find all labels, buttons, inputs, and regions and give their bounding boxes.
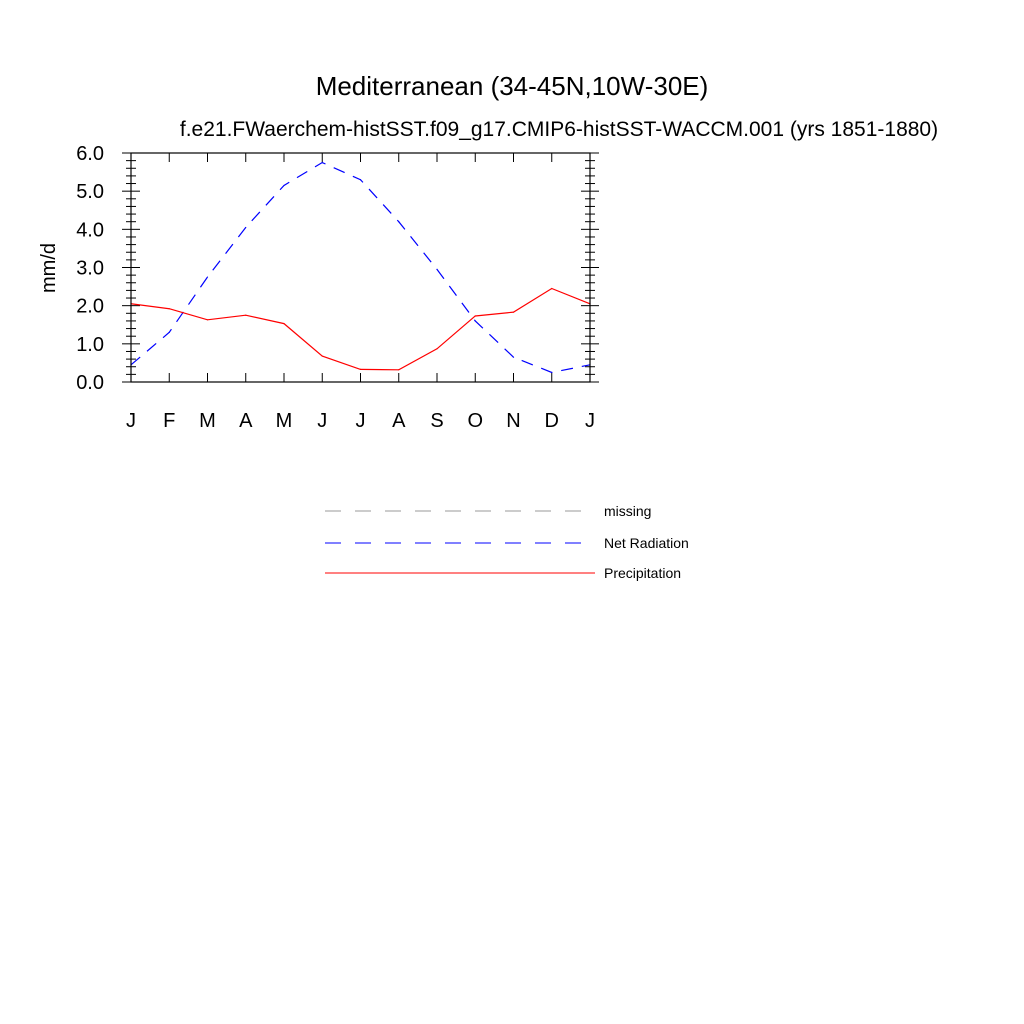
data-point: [551, 371, 553, 374]
y-axis-label: mm/d: [38, 243, 60, 293]
x-tick-label: A: [239, 410, 253, 432]
data-point: [168, 331, 170, 333]
series-line-precipitation: [130, 287, 591, 371]
x-tick-label: N: [506, 410, 520, 432]
y-tick-label: 3.0: [76, 258, 104, 280]
data-point: [359, 368, 362, 371]
legend-label: Net Radiation: [604, 535, 689, 551]
data-point: [398, 369, 400, 371]
x-tick-label: O: [467, 410, 483, 432]
x-tick-label: J: [317, 410, 327, 432]
x-tick-label: M: [199, 410, 216, 432]
y-tick-label: 5.0: [76, 181, 104, 203]
data-point: [398, 221, 400, 223]
plot-frame: [130, 152, 591, 383]
y-tick-label: 6.0: [76, 143, 104, 165]
x-tick-label: M: [276, 410, 293, 432]
data-point: [283, 184, 285, 187]
data-point: [168, 308, 170, 310]
data-point: [206, 276, 209, 278]
legend-label: Precipitation: [604, 565, 681, 581]
series-line-net-radiation: [130, 161, 591, 374]
x-tick-label: J: [126, 410, 136, 432]
data-point: [551, 287, 553, 290]
chart-title: Mediterranean (34-45N,10W-30E): [316, 71, 709, 101]
data-point: [321, 355, 323, 357]
legend-label: missing: [604, 503, 651, 519]
y-tick-label: 1.0: [76, 334, 104, 356]
data-point: [359, 179, 362, 181]
chart-subtitle: f.e21.FWaerchem-histSST.f09_g17.CMIP6-hi…: [180, 118, 938, 141]
data-point: [512, 311, 515, 313]
x-tick-label: A: [392, 410, 406, 432]
y-tick-label: 0.0: [76, 372, 104, 394]
data-point: [436, 268, 438, 271]
axis-ticks: [122, 152, 599, 383]
data-point: [321, 161, 323, 164]
data-point: [474, 315, 476, 317]
data-point: [245, 314, 247, 316]
data-point: [512, 356, 515, 358]
data-point: [436, 348, 438, 350]
data-point: [245, 226, 247, 229]
x-tick-label: D: [545, 410, 559, 432]
y-tick-label: 4.0: [76, 219, 104, 241]
y-tick-label: 2.0: [76, 296, 104, 318]
x-tick-label: J: [585, 410, 595, 432]
x-tick-label: F: [163, 410, 175, 432]
data-point: [206, 319, 209, 321]
x-tick-label: J: [356, 410, 366, 432]
data-point: [283, 323, 285, 325]
x-tick-label: S: [430, 410, 443, 432]
data-point: [474, 320, 476, 322]
y-tick-labels: 0.0 1.0 2.0 3.0 4.0 5.0 6.0: [76, 143, 104, 394]
legend: missing Net Radiation Precipitation: [325, 503, 689, 581]
plot-series: [130, 161, 591, 374]
